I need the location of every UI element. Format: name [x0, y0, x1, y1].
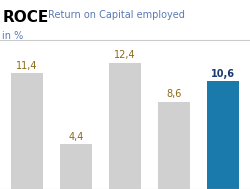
Bar [158, 101, 190, 189]
Text: 10,6: 10,6 [211, 69, 235, 79]
Bar [11, 73, 43, 189]
Bar [207, 81, 239, 189]
Bar [60, 144, 92, 189]
Text: in %: in % [2, 31, 24, 41]
Text: 4,4: 4,4 [68, 132, 84, 142]
Text: 11,4: 11,4 [16, 60, 38, 70]
Text: 12,4: 12,4 [114, 50, 136, 60]
Text: 8,6: 8,6 [166, 89, 182, 99]
Text: ROCE: ROCE [2, 10, 49, 25]
Bar [109, 63, 141, 189]
Text: Return on Capital employed: Return on Capital employed [48, 10, 184, 20]
